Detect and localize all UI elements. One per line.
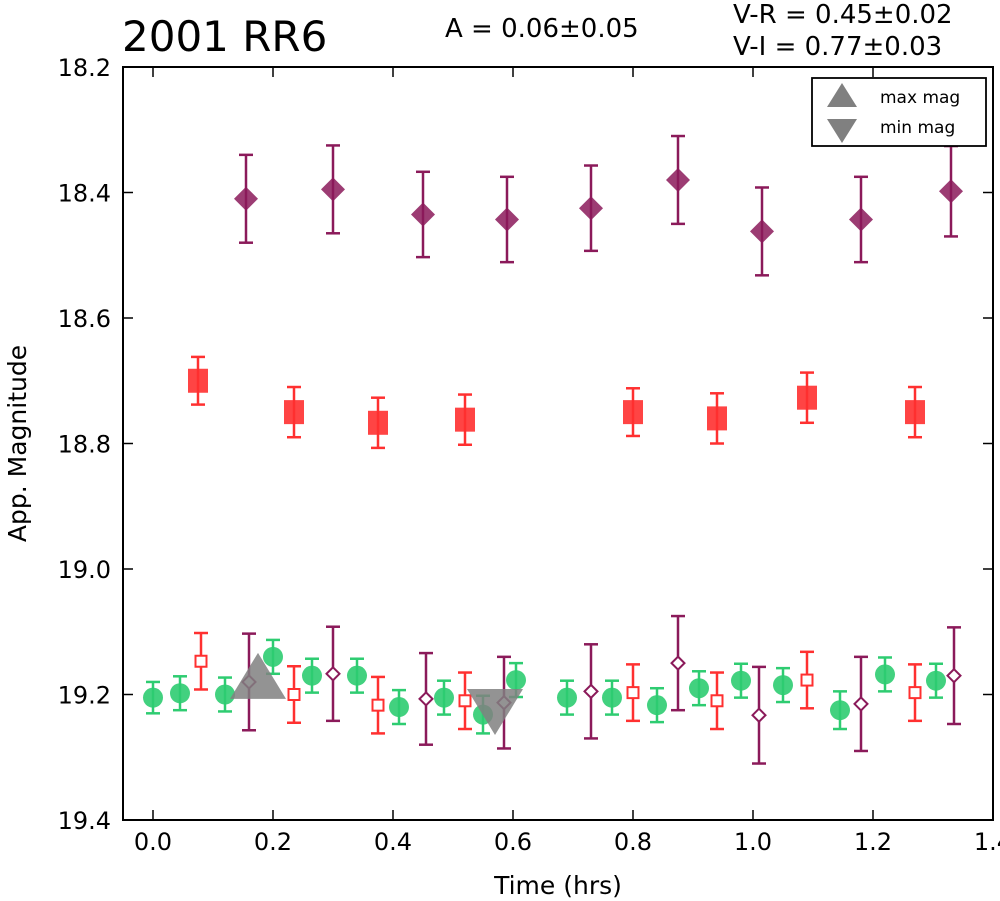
data-point	[908, 686, 922, 700]
data-point	[458, 694, 472, 708]
y-tick-label: 18.8	[58, 431, 111, 459]
data-point	[495, 207, 519, 232]
vi-color-label: V-I = 0.77±0.03	[733, 32, 943, 62]
data-point	[707, 406, 727, 431]
data-point	[418, 690, 434, 707]
amplitude-label: A = 0.06±0.05	[445, 14, 639, 44]
data-point	[467, 689, 523, 736]
y-tick-label: 18.4	[58, 180, 111, 208]
legend-max-mag-icon	[827, 83, 857, 107]
data-point	[234, 186, 258, 211]
x-tick-label: 0.8	[614, 828, 652, 856]
vr-color-label: V-R = 0.45±0.02	[733, 0, 953, 30]
data-point	[194, 654, 208, 668]
data-point	[389, 697, 409, 718]
data-point	[853, 695, 869, 712]
data-point	[905, 400, 925, 425]
data-point	[946, 667, 962, 684]
data-point	[670, 655, 686, 672]
data-point	[455, 407, 475, 432]
data-point	[302, 665, 322, 686]
y-tick-label: 19.2	[58, 682, 111, 710]
x-axis-label: Time (hrs)	[493, 871, 622, 900]
data-point	[321, 177, 345, 202]
x-tick-label: 0.2	[254, 828, 292, 856]
data-point	[368, 410, 388, 435]
x-tick-label: 0.4	[374, 828, 412, 856]
data-point	[800, 673, 814, 687]
y-tick-label: 19.0	[58, 556, 111, 584]
legend-label: max mag	[880, 88, 960, 108]
data-point	[710, 694, 724, 708]
data-point	[263, 646, 283, 667]
data-point	[939, 179, 963, 204]
data-point	[647, 695, 667, 716]
data-point	[557, 687, 577, 708]
data-point	[143, 687, 163, 708]
data-point	[325, 665, 341, 682]
data-point	[751, 707, 767, 724]
data-point	[875, 664, 895, 685]
data-point	[731, 670, 751, 691]
x-tick-label: 1.4	[974, 828, 1000, 856]
data-point	[284, 400, 304, 425]
data-point	[773, 675, 793, 696]
data-point	[230, 652, 286, 699]
data-point	[188, 368, 208, 393]
x-tick-label: 1.2	[854, 828, 892, 856]
data-point	[849, 207, 873, 232]
legend-min-mag-icon	[827, 119, 857, 143]
data-point	[750, 219, 774, 244]
y-axis-label: App. Magnitude	[3, 345, 32, 542]
y-tick-label: 18.6	[58, 305, 111, 333]
data-point	[215, 684, 235, 705]
data-point	[579, 196, 603, 221]
data-point	[830, 700, 850, 721]
data-point	[623, 400, 643, 425]
data-point	[797, 385, 817, 410]
data-point	[926, 670, 946, 691]
data-point	[170, 683, 190, 704]
data-point	[411, 202, 435, 227]
x-tick-label: 0.6	[494, 828, 532, 856]
x-tick-label: 0.0	[134, 828, 172, 856]
legend-label: min mag	[880, 118, 955, 138]
data-point	[287, 688, 301, 701]
data-point	[689, 678, 709, 699]
data-point	[583, 683, 599, 700]
x-tick-label: 1.0	[734, 828, 772, 856]
data-point	[626, 686, 640, 700]
data-point	[506, 670, 526, 691]
data-point	[666, 167, 690, 192]
data-point	[602, 687, 622, 708]
data-point	[347, 665, 367, 686]
chart-title: 2001 RR6	[122, 12, 328, 61]
data-point	[371, 698, 385, 712]
y-tick-label: 18.2	[58, 54, 111, 82]
data-point	[434, 687, 454, 708]
y-tick-label: 19.4	[58, 807, 111, 835]
